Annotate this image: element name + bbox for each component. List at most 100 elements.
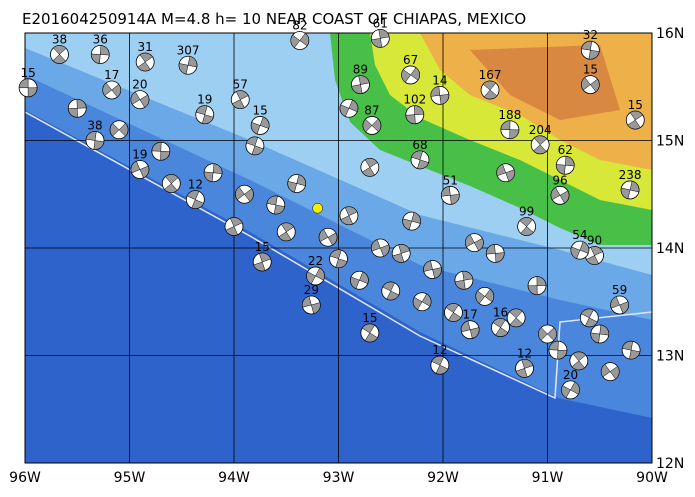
beachball <box>360 157 380 177</box>
beachball <box>423 260 442 279</box>
beachball <box>351 75 370 94</box>
depth-label: 20 <box>132 78 147 92</box>
depth-label: 102 <box>403 93 426 107</box>
beachball-quadrant <box>620 180 640 200</box>
beachball-quadrant <box>401 67 420 83</box>
beachball <box>600 362 620 382</box>
beachball-quadrant <box>533 135 548 155</box>
beachball <box>252 252 272 272</box>
beachball-quadrant <box>130 160 150 179</box>
beachball <box>500 120 520 140</box>
beachball-quadrant <box>235 186 254 202</box>
y-tick-label: 15N <box>656 134 684 150</box>
beachball <box>381 281 401 301</box>
beachball-quadrant <box>250 116 270 135</box>
beachball-quadrant <box>571 351 587 371</box>
beachball-quadrant <box>561 381 580 399</box>
beachball-quadrant <box>600 363 620 380</box>
beachball <box>250 116 270 135</box>
beachball-quadrant <box>225 217 243 236</box>
beachball-quadrant <box>195 105 214 124</box>
beachball <box>491 318 510 337</box>
beachball <box>485 243 505 263</box>
beachball-quadrant <box>52 45 67 64</box>
beachball <box>620 180 640 200</box>
beachball-quadrant <box>246 136 264 156</box>
beachball-quadrant <box>586 246 603 265</box>
beachball-quadrant <box>627 110 644 130</box>
beachball-quadrant <box>496 163 515 182</box>
depth-label: 67 <box>403 53 418 67</box>
depth-label: 22 <box>308 254 323 268</box>
beachball <box>464 233 484 253</box>
beachball-quadrant <box>329 249 348 268</box>
depth-label: 15 <box>628 98 643 112</box>
beachball <box>538 324 557 344</box>
beachball <box>625 110 645 130</box>
beachball <box>301 295 321 315</box>
depth-label: 90 <box>587 234 602 248</box>
depth-label: 87 <box>364 103 379 117</box>
y-tick-label: 12N <box>656 456 684 472</box>
beachball <box>230 90 250 110</box>
beachball-quadrant <box>622 340 641 360</box>
beachball-quadrant <box>186 190 204 209</box>
beachball <box>67 98 87 118</box>
beachball-quadrant <box>460 320 480 339</box>
beachball-quadrant <box>581 77 600 93</box>
depth-label: 188 <box>498 108 521 122</box>
y-tick-label: 16N <box>656 26 684 42</box>
depth-label: 51 <box>443 173 458 187</box>
depth-label: 16 <box>493 306 508 320</box>
beachball-quadrant <box>423 260 442 279</box>
beachball-quadrant <box>475 288 494 304</box>
beachball-quadrant <box>550 187 570 204</box>
beachball-quadrant <box>164 174 179 193</box>
beachball <box>50 45 69 64</box>
depth-label: 17 <box>463 308 478 322</box>
beachball-quadrant <box>178 56 198 75</box>
depth-label: 31 <box>138 40 153 54</box>
depth-label: 89 <box>353 63 368 77</box>
beachball <box>561 380 580 400</box>
y-tick-label: 13N <box>656 349 684 365</box>
depth-label: 57 <box>233 78 248 92</box>
depth-label: 15 <box>255 240 270 254</box>
beachball <box>401 65 421 85</box>
beachball-quadrant <box>306 267 325 285</box>
beachball-quadrant <box>339 99 359 117</box>
beachball-quadrant <box>18 78 38 98</box>
beachball-quadrant <box>580 308 598 328</box>
depth-label: 68 <box>412 138 427 152</box>
beachball-quadrant <box>519 217 534 236</box>
beachball <box>454 270 474 290</box>
beachball-quadrant <box>454 271 474 290</box>
beachball-quadrant <box>371 29 390 48</box>
beachball <box>506 308 526 328</box>
beachball-quadrant <box>500 120 520 139</box>
beachball <box>410 150 430 170</box>
trench <box>25 111 652 400</box>
x-tick-label: 90W <box>636 470 668 486</box>
depth-label: 15 <box>252 103 267 117</box>
beachball <box>130 90 150 110</box>
depth-label: 12 <box>517 346 532 360</box>
beachball <box>517 217 536 236</box>
depth-label: 15 <box>362 311 377 325</box>
beachball <box>530 135 550 155</box>
x-tick-label: 95W <box>114 470 146 486</box>
beachball-quadrant <box>91 45 110 64</box>
x-tick-label: 96W <box>9 470 41 486</box>
beachball-quadrant <box>402 212 421 231</box>
x-tick-label: 94W <box>218 470 250 486</box>
depth-label: 19 <box>197 93 212 107</box>
beachball <box>527 276 547 296</box>
beachball <box>339 98 359 118</box>
beachball <box>203 163 223 183</box>
beachball <box>405 105 425 125</box>
beachball <box>610 295 630 315</box>
beachball <box>135 52 155 72</box>
x-tick-label: 92W <box>427 470 459 486</box>
beachball-quadrant <box>290 32 310 49</box>
x-tick-label: 93W <box>323 470 355 486</box>
